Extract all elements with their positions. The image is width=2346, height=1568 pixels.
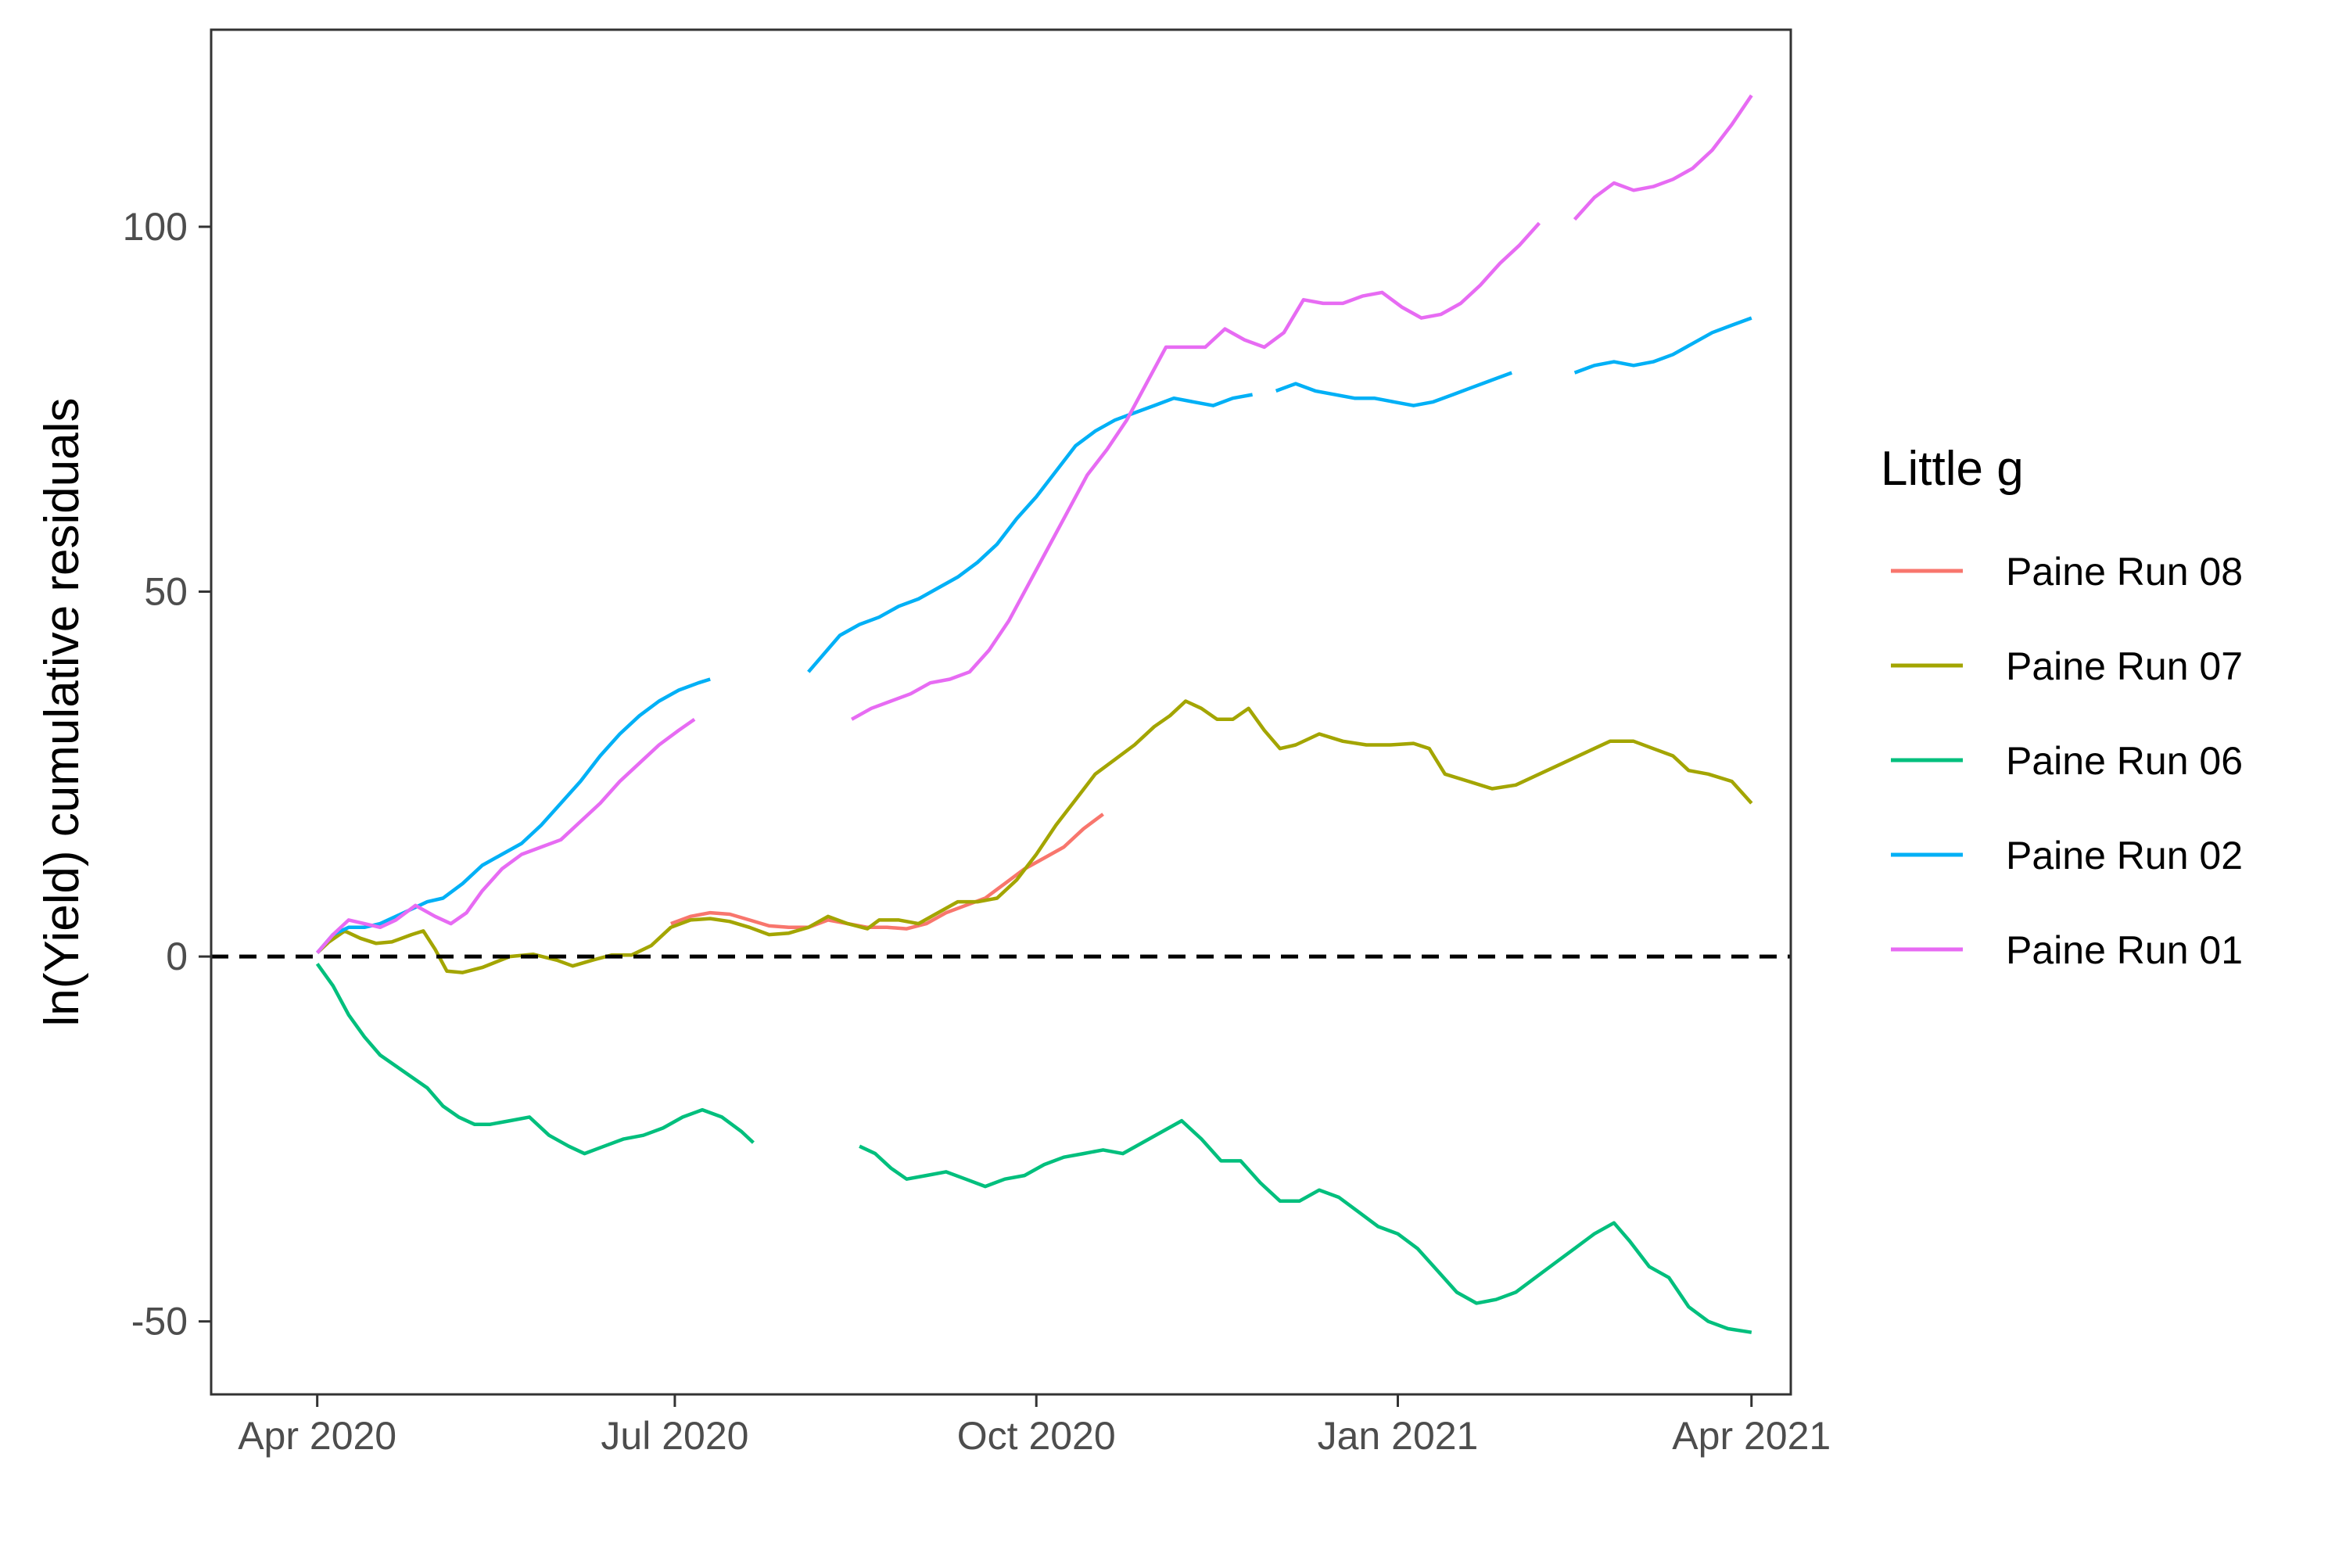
x-tick-label: Jul 2020 <box>601 1414 748 1458</box>
series-line-segment <box>315 717 696 954</box>
legend-title: Little g <box>1881 442 2024 496</box>
x-axis: Apr 2020 Jul 2020 Oct 2020 Jan 2021 Apr 2021 <box>238 1394 1831 1458</box>
legend-label: Paine Run 06 <box>2006 739 2243 783</box>
x-tick-label: Apr 2020 <box>238 1414 396 1458</box>
y-tick-label: 100 <box>123 205 188 249</box>
x-tick-label: Jan 2021 <box>1318 1414 1479 1458</box>
series-line-segment <box>315 677 711 954</box>
series-layer <box>315 94 1753 1334</box>
legend-label: Paine Run 01 <box>2006 928 2243 972</box>
series-line-segment <box>1275 371 1512 407</box>
legend: Little g Paine Run 08 Paine Run 07 Paine R… <box>1881 442 2243 972</box>
y-tick-label: -50 <box>131 1300 188 1344</box>
y-axis: -50 0 50 100 <box>123 205 211 1344</box>
series-line-segment <box>316 699 1753 974</box>
series-line-segment <box>859 1118 1752 1334</box>
legend-label: Paine Run 07 <box>2006 644 2243 688</box>
series-paine-run-01 <box>315 94 1753 954</box>
series-line-segment <box>1573 94 1753 221</box>
series-paine-run-08 <box>670 813 1104 931</box>
y-tick-label: 50 <box>144 570 188 614</box>
series-line-segment <box>851 221 1541 721</box>
legend-label: Paine Run 08 <box>2006 550 2243 594</box>
series-line-segment <box>1573 316 1752 375</box>
series-paine-run-06 <box>315 963 1752 1334</box>
legend-label: Paine Run 02 <box>2006 834 2243 877</box>
y-axis-title: ln(Yield) cumulative residuals <box>35 397 89 1026</box>
plot-panel <box>210 28 1792 1396</box>
series-line-segment <box>670 813 1104 931</box>
x-tick-label: Oct 2020 <box>957 1414 1116 1458</box>
series-line-segment <box>807 393 1254 673</box>
series-line-segment <box>315 963 755 1156</box>
y-tick-label: 0 <box>166 935 188 978</box>
x-tick-label: Apr 2021 <box>1672 1414 1831 1458</box>
series-paine-run-07 <box>316 699 1753 974</box>
